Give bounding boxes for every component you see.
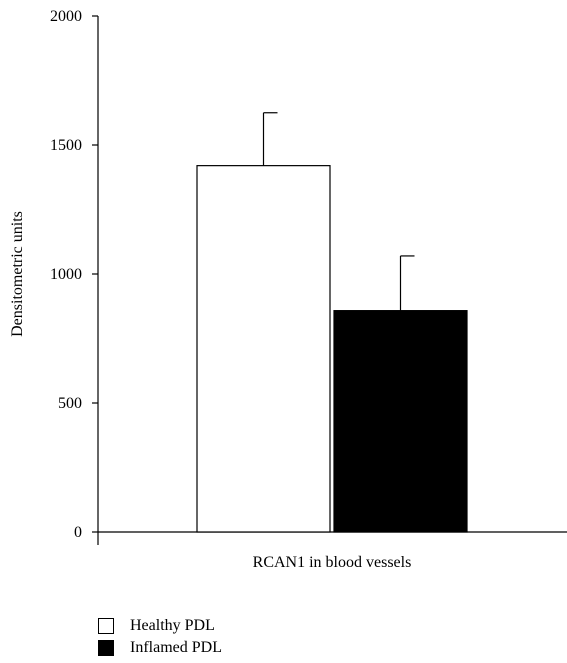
legend-swatch-healthy: [98, 618, 114, 634]
bars-group: [196, 112, 468, 533]
legend-label-inflamed: Inflamed PDL: [130, 639, 222, 656]
legend-item-inflamed: Inflamed PDL: [98, 637, 222, 659]
legend-item-healthy: Healthy PDL: [98, 615, 222, 637]
bar-inflamed: [333, 310, 468, 533]
bar-healthy: [196, 165, 331, 533]
y-axis-ticks: 0 500 1000 1500 2000: [50, 8, 98, 541]
y-tick-label: 1500: [50, 137, 82, 154]
legend: Healthy PDL Inflamed PDL: [98, 615, 222, 659]
y-axis-label: Densitometric units: [9, 211, 26, 337]
x-axis-label: RCAN1 in blood vessels: [253, 554, 412, 571]
legend-label-healthy: Healthy PDL: [130, 617, 215, 634]
y-tick-label: 2000: [50, 8, 82, 25]
y-tick-label: 0: [74, 524, 82, 541]
y-tick-label: 500: [58, 395, 82, 412]
legend-swatch-inflamed: [98, 640, 114, 656]
y-tick-label: 1000: [50, 266, 82, 283]
